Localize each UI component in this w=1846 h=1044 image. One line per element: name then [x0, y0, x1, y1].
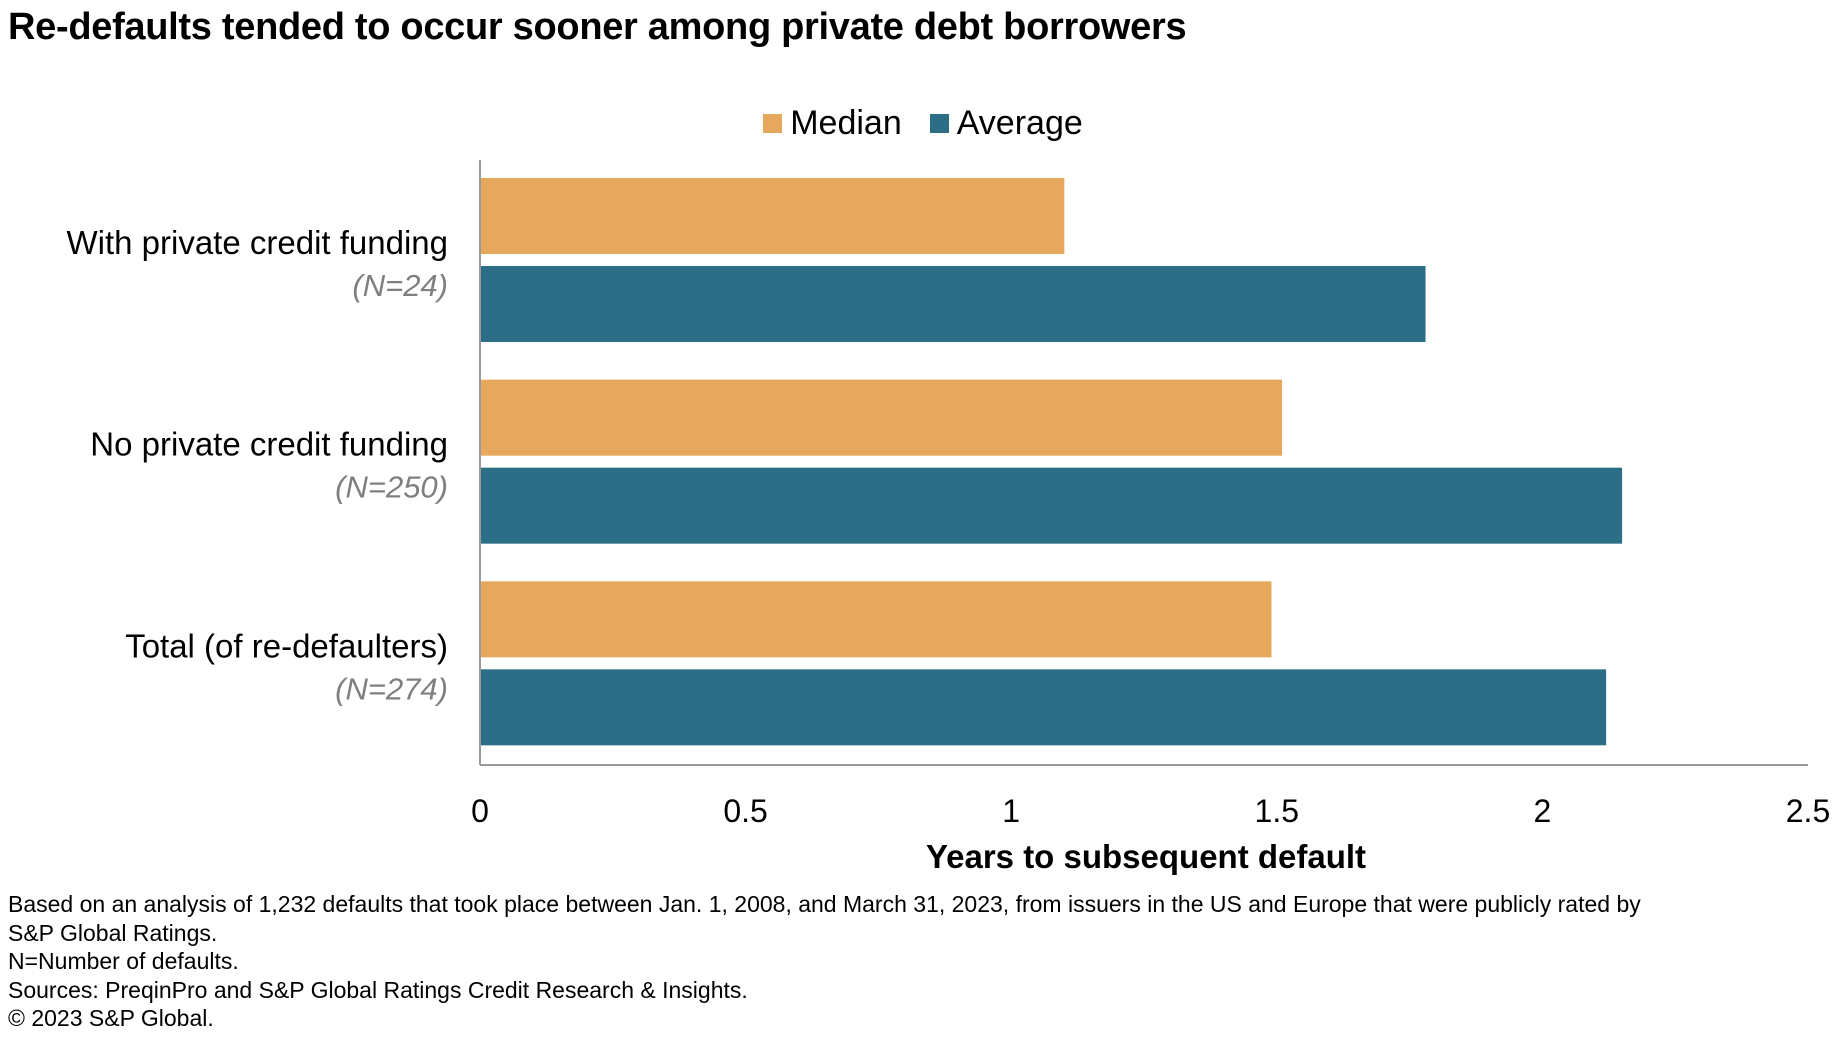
x-tick-label: 2: [1534, 793, 1552, 829]
chart-title: Re-defaults tended to occur sooner among…: [8, 6, 1187, 48]
legend-label-average: Average: [956, 104, 1083, 142]
footnotes: Based on an analysis of 1,232 defaults t…: [8, 890, 1768, 1033]
bar-average-1: [480, 467, 1623, 544]
footnote-line: N=Number of defaults.: [8, 948, 239, 974]
footnote-line: © 2023 S&P Global.: [8, 1005, 214, 1031]
legend-item-average: Average: [929, 104, 1083, 143]
category-label: With private credit funding: [66, 224, 448, 261]
footnote-line: S&P Global Ratings.: [8, 919, 218, 946]
bar-median-2: [480, 581, 1272, 658]
legend: Median Average: [0, 104, 1846, 143]
x-tick-label: 1.5: [1255, 793, 1299, 829]
bar-average-2: [480, 669, 1607, 746]
x-tick-label: 0.5: [723, 793, 767, 829]
bar-average-0: [480, 266, 1426, 342]
x-tick-label: 1: [1002, 793, 1020, 829]
bar-median-1: [480, 379, 1283, 456]
legend-label-median: Median: [790, 104, 902, 142]
footnote-line: Based on an analysis of 1,232 defaults t…: [8, 891, 1641, 917]
category-n-label: (N=250): [335, 470, 448, 505]
legend-swatch-median: [763, 114, 783, 133]
x-tick-label: 0: [471, 793, 489, 829]
bar-median-0: [480, 178, 1065, 254]
bar-chart: With private credit funding (N=24) No priv…: [66, 160, 1830, 875]
category-n-label: (N=274): [335, 671, 448, 706]
category-label: No private credit funding: [90, 426, 448, 463]
x-tick-label: 2.5: [1786, 793, 1830, 829]
footnote-line: Sources: PreqinPro and S&P Global Rating…: [8, 976, 748, 1003]
legend-item-median: Median: [763, 104, 902, 143]
legend-swatch-average: [929, 114, 949, 133]
category-label: Total (of re-defaulters): [125, 627, 448, 664]
x-axis-title: Years to subsequent default: [926, 838, 1366, 875]
category-n-label: (N=24): [352, 268, 448, 303]
